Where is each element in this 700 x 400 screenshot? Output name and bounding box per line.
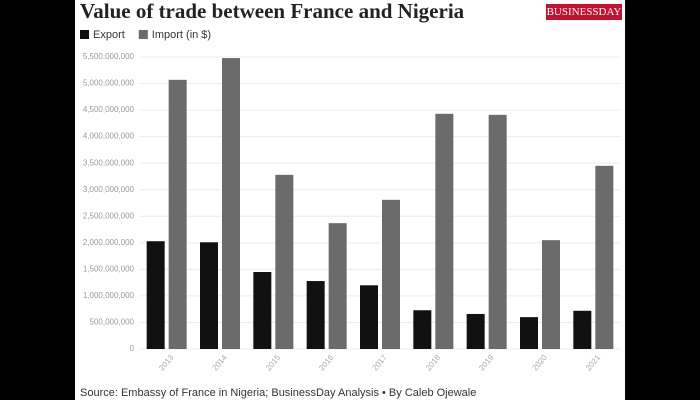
bar — [168, 79, 187, 349]
bar — [573, 310, 592, 349]
y-tick-label: 500,000,000 — [90, 318, 135, 327]
bar — [595, 165, 614, 349]
legend-swatch — [138, 30, 148, 39]
bar — [435, 113, 454, 349]
logo-box — [546, 4, 622, 20]
y-tick-label: 3,500,000,000 — [83, 158, 135, 167]
bar — [360, 285, 378, 349]
y-tick-label: 2,500,000,000 — [83, 211, 135, 220]
y-tick-label: 1,500,000,000 — [83, 264, 135, 273]
bar — [466, 313, 485, 349]
y-tick-label: 2,000,000,000 — [83, 238, 135, 247]
y-tick-label: 5,500,000,000 — [83, 52, 135, 61]
bar — [146, 241, 165, 349]
y-tick-label: 0 — [130, 344, 135, 353]
legend-label: Import (in $) — [152, 29, 211, 41]
legend-swatch — [80, 30, 89, 39]
y-tick-label: 1,000,000,000 — [83, 291, 135, 300]
bar — [306, 281, 325, 349]
bar — [275, 174, 294, 349]
bar — [253, 272, 272, 349]
bar — [328, 223, 347, 349]
logo: BUSINESSDAY — [547, 6, 622, 18]
bar — [382, 199, 400, 349]
bar — [542, 240, 560, 349]
y-tick-label: 5,000,000,000 — [83, 79, 135, 88]
legend-label: Export — [93, 29, 125, 41]
bar — [488, 114, 507, 350]
chart-title: Value of trade between France and Nigeri… — [80, 0, 465, 23]
bar — [520, 317, 538, 349]
bar — [413, 310, 432, 349]
y-tick-label: 3,000,000,000 — [83, 185, 135, 194]
bar — [222, 58, 240, 349]
source: Source: Embassy of France in Nigeria; Bu… — [80, 387, 476, 399]
y-tick-label: 4,000,000,000 — [83, 132, 135, 141]
bar — [200, 242, 218, 349]
y-tick-label: 4,500,000,000 — [83, 105, 135, 114]
